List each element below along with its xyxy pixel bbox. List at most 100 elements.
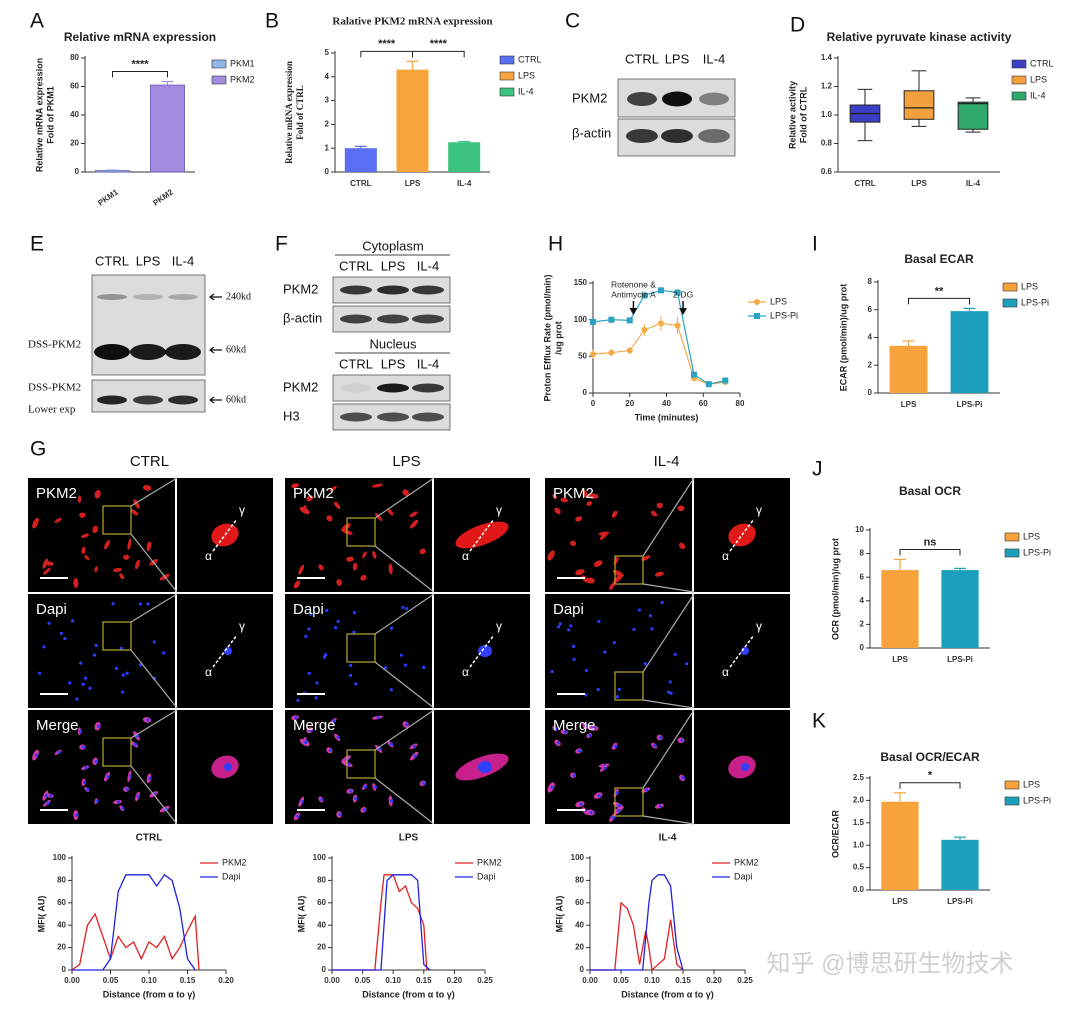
blot-band	[97, 294, 127, 300]
y-tick-label: 2	[325, 120, 330, 129]
blot-band	[97, 395, 127, 405]
lane-label: IL-4	[417, 356, 439, 371]
nucleus	[138, 602, 142, 606]
nucleus	[78, 729, 83, 733]
blot-band	[699, 92, 729, 106]
y-tick-label: 20	[70, 139, 79, 148]
panel-label: B	[265, 10, 279, 33]
legend-label: LPS-Pi	[1021, 297, 1049, 307]
marker	[674, 289, 681, 296]
cell	[341, 523, 351, 532]
bar	[150, 84, 185, 173]
chart: Relative pyruvate kinase activity 0.6 0.8 1…	[787, 30, 1053, 188]
annotation-text: 2-DG	[673, 289, 693, 299]
nucleus	[75, 813, 79, 817]
legend-label: LPS	[1021, 281, 1038, 291]
y-tick-label: 0.5	[853, 863, 865, 872]
nucleus	[597, 619, 601, 624]
nucleus	[44, 794, 49, 798]
nucleus	[558, 622, 562, 626]
nucleus	[567, 628, 571, 632]
blot-band	[626, 129, 658, 143]
zoom-box	[614, 671, 644, 701]
cell	[146, 541, 152, 552]
cell	[587, 493, 599, 499]
nucleus	[650, 627, 654, 631]
legend-swatch	[1004, 796, 1020, 806]
y-tick-label: 40	[57, 920, 66, 929]
nucleus	[86, 787, 90, 792]
nucleus	[579, 802, 583, 806]
y-tick-label: 0	[868, 388, 873, 397]
cell	[613, 574, 623, 583]
cell	[330, 485, 337, 492]
lane-label: LPS	[381, 356, 406, 371]
y-tick-label: 1	[325, 143, 330, 152]
y-axis-label: OCR (pmol/min)/ug prot	[830, 538, 840, 640]
y-tick-label: 3	[325, 96, 330, 105]
lane-label: CTRL	[625, 51, 659, 66]
legend-label: Dapi	[734, 871, 753, 881]
cell	[326, 515, 333, 522]
row-label: DSS-PKM2	[28, 339, 81, 351]
cell	[575, 516, 583, 522]
cell	[293, 580, 301, 589]
x-tick-label: 0.00	[324, 976, 340, 985]
y-tick-label: 4	[325, 72, 330, 81]
profile-start: α	[205, 665, 212, 679]
y-tick-label: 80	[575, 876, 584, 885]
y-axis-label: Relative mRNA expression	[284, 61, 294, 164]
cell	[374, 512, 383, 521]
nucleus	[320, 797, 324, 802]
nucleus	[119, 646, 123, 650]
channel-label: Dapi	[293, 601, 324, 618]
x-tick-label: 40	[662, 399, 671, 408]
lane-label: LPS	[136, 253, 161, 268]
channel-label: PKM2	[36, 485, 77, 502]
cell	[654, 571, 664, 577]
nucleus	[615, 791, 619, 795]
nucleus	[309, 728, 313, 732]
y-tick-label: 0.6	[821, 167, 833, 176]
nucleus	[611, 816, 615, 820]
profile-start: α	[462, 665, 469, 679]
legend-marker	[754, 313, 760, 319]
x-tick-label: 0.20	[706, 976, 722, 985]
panel-label: I	[812, 233, 818, 256]
cell	[679, 542, 686, 550]
cell	[371, 483, 383, 488]
cell	[402, 489, 409, 496]
legend-swatch	[211, 59, 227, 69]
cell	[318, 564, 324, 571]
marker	[608, 349, 615, 356]
y-tick-label: 8	[868, 277, 873, 286]
y-tick-label: 0	[580, 965, 585, 974]
cell	[570, 540, 577, 547]
significance-label: ns	[924, 536, 937, 548]
y-tick-label: 5	[325, 48, 330, 57]
row-label: β-actin	[283, 310, 322, 325]
significance-bracket	[112, 71, 168, 78]
size-marker: 60kd	[226, 344, 246, 355]
x-tick-label: LPS	[901, 400, 917, 409]
cell	[84, 554, 90, 561]
legend-label: PKM2	[230, 74, 255, 84]
legend-label: IL-4	[1030, 90, 1046, 100]
zoom-box	[102, 505, 132, 535]
cell	[336, 579, 342, 586]
y-axis-label: MFI( AU)	[296, 896, 306, 933]
zoom-nucleus	[478, 645, 492, 657]
series-line	[590, 901, 684, 972]
marker-arrow	[209, 346, 222, 354]
nucleus	[328, 748, 333, 752]
nucleus	[57, 750, 61, 755]
profile-start: α	[205, 549, 212, 563]
chart: Basal OCR/ECAR 0.0 0.5 1.0 1.5 2.0 2.5 OCR/ECAR…	[830, 750, 1051, 906]
nucleus	[325, 608, 329, 613]
marker	[590, 351, 596, 358]
chart-title: Relative mRNA expression	[64, 30, 216, 44]
chart: Relative mRNA expression 0 20 40 60 80 Relativ…	[34, 30, 254, 207]
nucleus	[116, 800, 121, 804]
y-tick-label: 8	[860, 549, 865, 558]
nucleus	[68, 681, 72, 685]
